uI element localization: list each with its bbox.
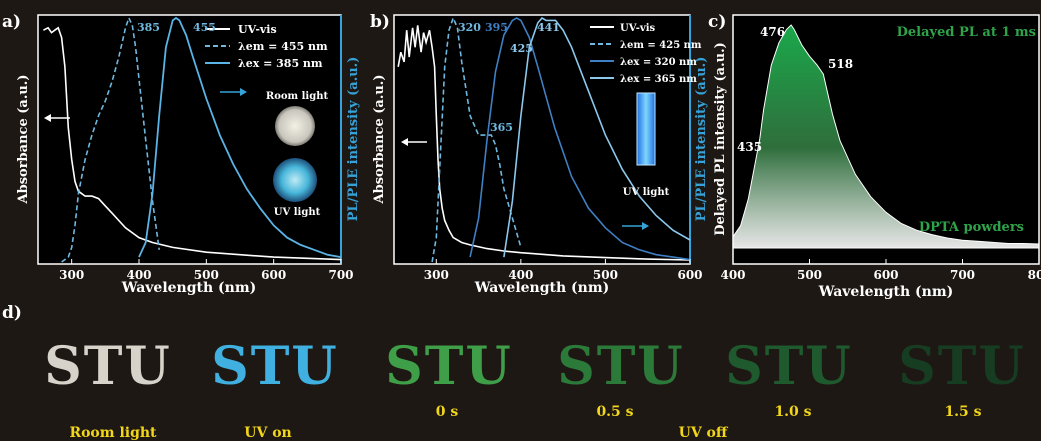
series-line	[43, 26, 342, 261]
caption-uv-off: UV off	[679, 425, 729, 441]
x-tick-label: 500	[194, 268, 219, 282]
panel-c-xticks: 400 500 600 700 80	[720, 259, 1041, 282]
panel-a-legend-1: λem = 455 nm	[238, 40, 328, 53]
vial-uv-light-image	[273, 158, 317, 202]
panel-a-inset-room-light: Room light	[266, 91, 329, 102]
panel-c-ylabel: Delayed PL intensity (a.u.)	[713, 42, 728, 235]
x-tick-label: 600	[677, 268, 702, 282]
panel-b-legend: UV-vis λem = 425 nm λex = 320 nm λex = 3…	[590, 23, 702, 85]
panel-b-annot-320: 320	[458, 21, 481, 34]
x-tick-label: 700	[328, 268, 353, 282]
panel-b-right-arrow	[622, 222, 649, 230]
x-tick-label: 700	[950, 268, 975, 282]
caption-0s: 0 s	[436, 404, 459, 420]
series-line	[397, 25, 691, 261]
vial-room-light-image	[275, 106, 315, 146]
caption-room-light: Room light	[69, 425, 157, 441]
caption-1-0s: 1.0 s	[774, 404, 811, 420]
panel-b-legend-1: λem = 425 nm	[620, 40, 702, 51]
caption-0-5s: 0.5 s	[596, 404, 633, 420]
panel-b-legend-0: UV-vis	[620, 23, 656, 34]
series-line	[503, 16, 691, 258]
panel-b-annot-395: 395	[485, 21, 508, 34]
panel-b: b) 300 400 500 600 Wavelength (nm) Absorban…	[370, 12, 709, 296]
delayed-pl-area	[732, 24, 1040, 249]
panel-a-legend-0: UV-vis	[238, 23, 277, 36]
panel-b-legend-3: λex = 365 nm	[620, 74, 697, 85]
panel-b-left-arrow	[401, 138, 427, 146]
panel-a-annot-385: 385	[137, 21, 160, 34]
panel-b-letter: b)	[370, 12, 390, 32]
panel-a-legend: UV-vis λem = 455 nm λex = 385 nm	[205, 23, 328, 70]
x-tick-label: 400	[508, 268, 533, 282]
panel-d-letter: d)	[2, 303, 22, 323]
x-tick-label: 400	[126, 268, 151, 282]
panel-a-legend-2: λex = 385 nm	[238, 57, 323, 70]
panel-b-ylabel-left: Absorbance (a.u.)	[372, 75, 387, 205]
panel-a-right-arrow	[220, 88, 247, 96]
panel-a-ylabel-left: Absorbance (a.u.)	[16, 75, 31, 205]
stu-image-0-5s: STU	[557, 336, 685, 397]
panel-d: d) STU STU STU STU STU STU Room light UV…	[2, 303, 1026, 441]
stu-image-room-light: STU	[44, 336, 172, 397]
panel-a-xticks: 300 400 500 600 700	[59, 259, 354, 282]
panel-a-annot-455: 455	[193, 21, 216, 34]
panel-a-inset-uv-light: UV light	[274, 207, 321, 218]
stu-image-1-0s: STU	[725, 336, 853, 397]
panel-a-ylabel-right: PL/PLE intensity (a.u.)	[346, 57, 361, 222]
x-tick-label: 600	[873, 268, 898, 282]
panel-c-xlabel: Wavelength (nm)	[818, 284, 954, 300]
panel-a-letter: a)	[2, 12, 21, 32]
x-tick-label: 300	[59, 268, 84, 282]
x-tick-label: 300	[424, 268, 449, 282]
series-line	[431, 15, 522, 263]
panel-a-left-arrow	[44, 114, 70, 122]
panel-b-annot-425: 425	[510, 42, 533, 55]
panel-c: c) 400 500 600 700 80 Wavelength (nm) Delaye…	[708, 12, 1041, 300]
x-tick-label: 500	[593, 268, 618, 282]
panel-c-title: Delayed PL at 1 ms	[897, 25, 1036, 40]
panel-c-annot-476: 476	[760, 25, 785, 39]
panel-b-xticks: 300 400 500 600	[424, 259, 703, 282]
panel-c-annot-518: 518	[828, 57, 853, 71]
panel-a: a) 300 400 500 600 700 Wavelength (nm) Absor…	[2, 12, 361, 296]
panel-c-annot-435: 435	[737, 140, 762, 154]
panel-c-letter: c)	[708, 12, 726, 32]
panel-b-curves	[397, 15, 691, 263]
x-tick-label: 600	[261, 268, 286, 282]
stu-image-1-5s: STU	[898, 336, 1026, 397]
cuvette-image	[636, 92, 656, 166]
stu-image-0s: STU	[385, 336, 513, 397]
panel-a-xlabel: Wavelength (nm)	[121, 280, 257, 296]
panel-b-inset-uv-light: UV light	[623, 187, 670, 198]
caption-uv-on: UV on	[244, 425, 291, 441]
series-line	[138, 16, 342, 258]
x-tick-label: 80	[1028, 268, 1041, 282]
series-line	[469, 17, 691, 261]
panel-b-annot-441: 441	[537, 21, 560, 34]
panel-b-ylabel-right: PL/PLE intensity (a.u.)	[694, 57, 709, 222]
caption-1-5s: 1.5 s	[944, 404, 981, 420]
panel-b-annot-365: 365	[490, 121, 513, 134]
panel-c-annot-bottom: DPTA powders	[919, 220, 1024, 235]
x-tick-label: 500	[797, 268, 822, 282]
panel-b-xlabel: Wavelength (nm)	[474, 280, 610, 296]
panel-a-curves	[43, 15, 342, 263]
panel-b-legend-2: λex = 320 nm	[620, 57, 697, 68]
stu-image-uv-on: STU	[211, 336, 339, 397]
series-line	[61, 15, 160, 263]
x-tick-label: 400	[720, 268, 745, 282]
stu-photo-row: STU STU STU STU STU STU	[44, 336, 1026, 397]
